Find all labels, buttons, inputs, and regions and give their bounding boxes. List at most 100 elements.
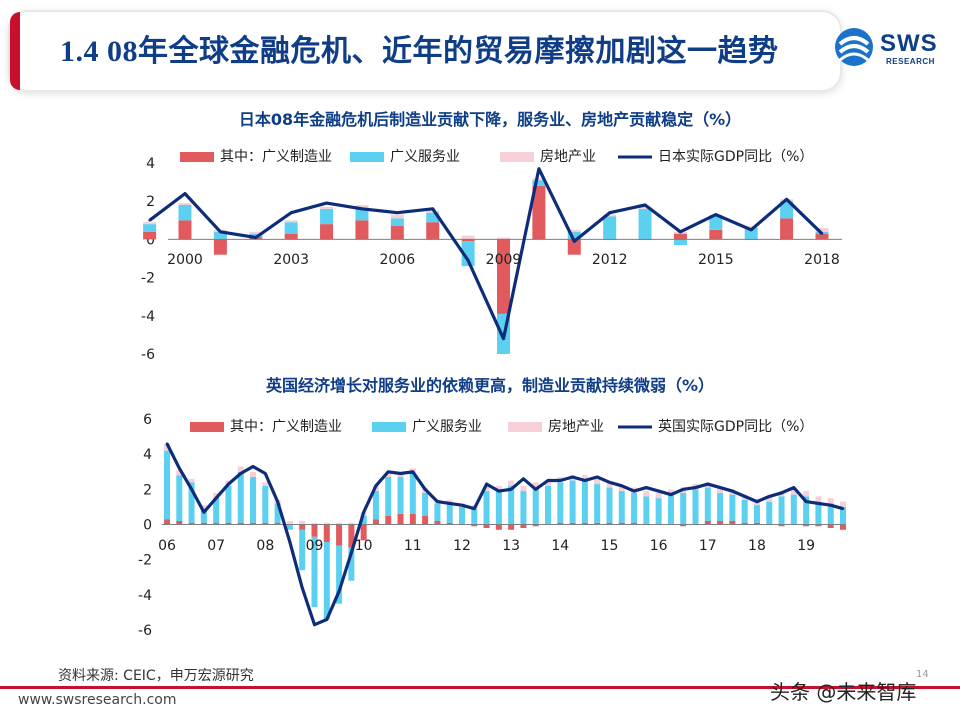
jp-legend-label-1: 广义服务业 [390, 149, 460, 165]
jp-legend-label-3: 日本实际GDP同比（%） [658, 149, 813, 165]
jp-bar-svc-9 [461, 241, 475, 267]
jp-bar-mfg-11 [532, 185, 546, 240]
uk-bar-svc-45 [717, 492, 724, 521]
jp-bar-mfg-0 [143, 231, 157, 240]
uk-bar-mfg-38 [631, 522, 638, 525]
jp-bar-re-11 [532, 178, 546, 181]
uk-bar-svc-50 [778, 496, 785, 525]
uk-bar-svc-36 [606, 487, 613, 523]
uk-gdp-point-26 [485, 482, 488, 486]
uk-bar-re-15 [348, 522, 355, 525]
jp-x-tick-3: 2009 [486, 252, 522, 268]
uk-x-tick-8: 14 [551, 538, 569, 554]
logo-text: SWS [880, 30, 938, 57]
uk-bar-mfg-4 [213, 522, 220, 525]
uk-legend-swatch-1 [372, 422, 406, 432]
uk-bar-mfg-26 [483, 524, 490, 529]
jp-x-tick-5: 2015 [698, 252, 734, 268]
jp-bar-mfg-16 [709, 229, 723, 240]
jp-bar-svc-12 [567, 231, 581, 240]
uk-x-tick-11: 17 [699, 538, 717, 554]
uk-gdp-point-17 [374, 484, 378, 488]
uk-gdp-point-16 [362, 510, 365, 514]
uk-gdp-point-1 [178, 467, 181, 470]
uk-bar-mfg-16 [360, 524, 367, 541]
uk-gdp-point-30 [534, 488, 537, 491]
uk-bar-re-13 [323, 522, 330, 525]
uk-gdp-point-6 [239, 472, 242, 475]
uk-x-tick-4: 10 [355, 538, 373, 554]
uk-bar-svc-16 [360, 515, 367, 525]
page-title: 1.4 08年全球金融危机、近年的贸易摩擦加剧这一趋势 [60, 35, 779, 68]
footer-url[interactable]: www.swsresearch.com [18, 692, 177, 708]
uk-bar-mfg-50 [778, 524, 785, 527]
uk-bar-svc-51 [790, 494, 797, 525]
uk-x-tick-3: 09 [306, 538, 324, 554]
jp-gdp-point-19 [820, 232, 824, 235]
uk-gdp-point-37 [620, 484, 623, 488]
uk-bar-svc-26 [483, 491, 490, 525]
jp-bar-mfg-1 [178, 220, 192, 240]
title-accent [10, 12, 20, 90]
jp-bar-re-14 [638, 206, 652, 209]
sws-logo-icon [835, 28, 873, 66]
uk-bar-svc-4 [213, 498, 220, 523]
uk-gdp-point-8 [264, 472, 267, 475]
jp-bar-mfg-15 [673, 233, 687, 240]
uk-bar-re-2 [188, 478, 195, 483]
uk-gdp-point-12 [313, 623, 316, 626]
uk-bar-re-23 [446, 499, 453, 504]
uk-gdp-point-42 [682, 488, 685, 491]
uk-bar-svc-39 [643, 496, 650, 525]
jp-bar-re-7 [390, 214, 404, 219]
uk-bar-mfg-0 [164, 519, 170, 525]
uk-bar-re-7 [250, 471, 257, 478]
uk-gdp-point-54 [829, 503, 832, 507]
jp-gdp-point-17 [750, 228, 753, 232]
uk-gdp-point-31 [546, 479, 550, 482]
jp-bar-re-6 [355, 205, 369, 209]
uk-gdp-point-19 [399, 472, 402, 475]
uk-y-tick-3: 0 [143, 518, 152, 534]
jp-bar-svc-15 [673, 239, 687, 246]
jp-bar-mfg-2 [213, 239, 227, 255]
uk-bar-re-55 [840, 501, 846, 507]
jp-legend-label-0: 其中：广义制造业 [220, 149, 332, 165]
uk-bar-re-10 [286, 520, 293, 525]
uk-bar-mfg-14 [336, 524, 343, 546]
uk-bar-re-1 [176, 469, 183, 476]
source-note: 资料来源: CEIC，申万宏源研究 [58, 668, 254, 684]
uk-bar-mfg-53 [815, 524, 822, 527]
uk-bar-svc-30 [532, 487, 539, 525]
uk-x-tick-13: 19 [797, 538, 815, 554]
uk-bar-svc-33 [569, 480, 576, 523]
jp-gdp-point-6 [360, 207, 364, 211]
uk-bar-mfg-48 [753, 522, 760, 525]
uk-gdp-point-18 [387, 470, 390, 473]
uk-bar-mfg-32 [557, 522, 564, 525]
uk-bar-re-26 [483, 485, 490, 492]
jp-legend-swatch-2 [500, 152, 534, 162]
uk-gdp-point-27 [497, 489, 501, 493]
uk-bar-re-11 [299, 520, 306, 525]
uk-bar-mfg-55 [840, 524, 846, 530]
uk-bar-re-27 [495, 485, 502, 492]
uk-gdp-point-7 [251, 465, 255, 468]
uk-gdp-point-22 [436, 500, 439, 503]
uk-bar-mfg-17 [372, 519, 379, 525]
uk-bar-re-40 [655, 492, 662, 499]
jp-y-tick-5: -6 [141, 347, 155, 363]
uk-bar-re-18 [385, 471, 392, 478]
uk-bar-svc-21 [422, 492, 429, 516]
jp-y-tick-3: -2 [141, 271, 155, 287]
uk-bar-re-30 [532, 482, 539, 488]
jp-bar-mfg-9 [461, 239, 475, 242]
uk-bar-mfg-27 [495, 524, 502, 530]
jp-bar-mfg-10 [497, 239, 510, 314]
jp-bar-re-9 [461, 235, 475, 240]
uk-bar-svc-23 [446, 503, 453, 523]
uk-bar-re-53 [815, 496, 822, 502]
jp-bar-svc-7 [390, 218, 404, 227]
uk-bar-svc-35 [594, 484, 601, 523]
uk-bar-svc-18 [385, 477, 392, 516]
